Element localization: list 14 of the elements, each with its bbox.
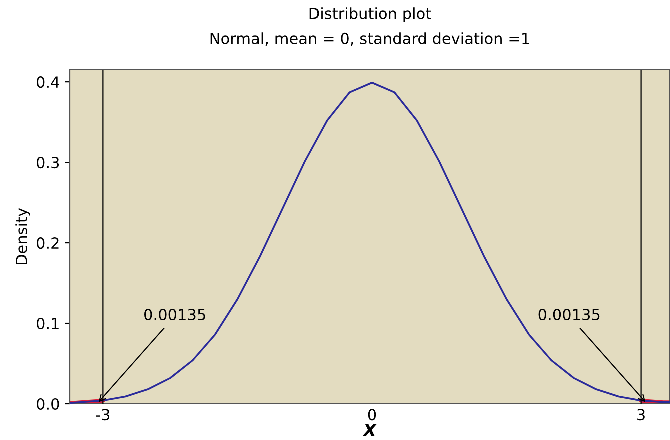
x-tick-label: 3 bbox=[638, 409, 645, 421]
y-tick-label: 0.0 bbox=[36, 398, 60, 410]
x-tick-label: -3 bbox=[96, 409, 110, 421]
y-tick-label: 0.1 bbox=[36, 318, 59, 330]
x-tick-label: 0 bbox=[368, 409, 376, 421]
annotation: 0.00135 bbox=[538, 309, 600, 321]
y-tick-label: 0.3 bbox=[36, 157, 60, 169]
chart-subtitle: Normal, mean = 0, standard deviation =1 bbox=[210, 32, 530, 46]
x-axis-title: X bbox=[362, 424, 378, 436]
chart-title: Distribution plot bbox=[310, 8, 432, 22]
annotation: 0.00135 bbox=[144, 309, 206, 321]
y-tick-label: 0.4 bbox=[36, 76, 60, 88]
y-axis-title: Density bbox=[16, 208, 30, 265]
y-tick-label: 0.2 bbox=[36, 238, 59, 250]
